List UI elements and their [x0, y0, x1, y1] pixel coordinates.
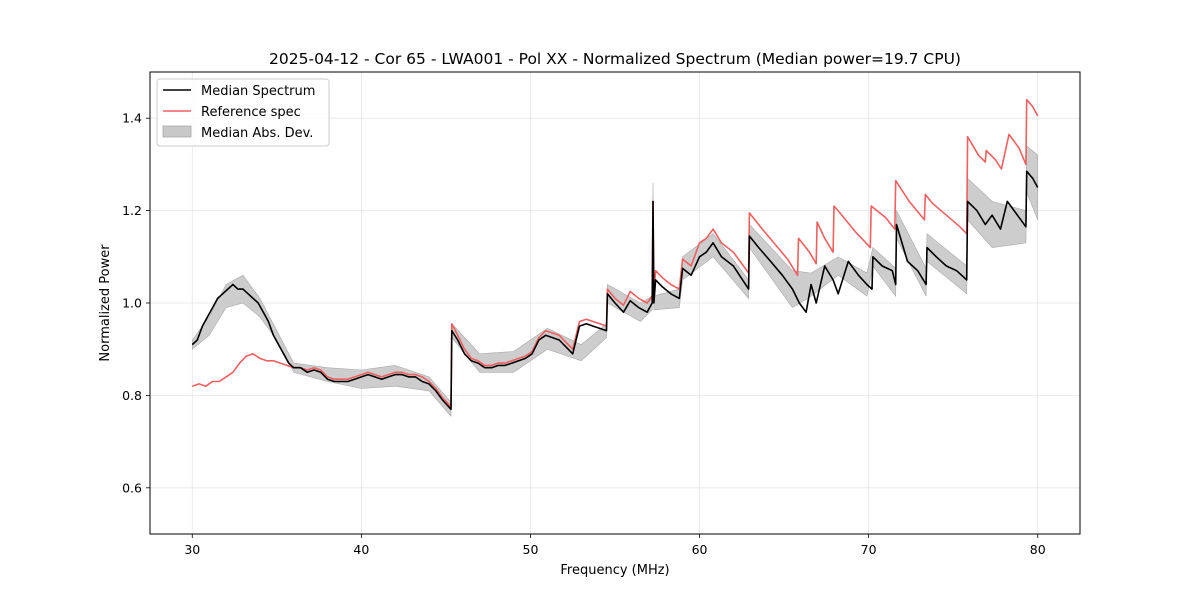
x-axis-label: Frequency (MHz)	[560, 563, 669, 578]
y-tick-label: 1.2	[122, 203, 142, 218]
legend: Median Spectrum Reference spec Median Ab…	[156, 78, 330, 147]
chart-title: 2025-04-12 - Cor 65 - LWA001 - Pol XX - …	[269, 50, 961, 68]
x-tick-label: 30	[184, 542, 200, 557]
x-tick-label: 80	[1030, 542, 1046, 557]
y-tick-label: 1.4	[122, 111, 142, 126]
series-reference-spec	[192, 98, 1039, 408]
legend-box	[156, 78, 330, 147]
plot-area	[191, 98, 1039, 417]
y-tick-label: 0.8	[122, 388, 142, 403]
legend-label-reference: Reference spec	[201, 105, 301, 120]
legend-swatch-mad	[162, 125, 192, 138]
ticks: 30 40 50 60 70 80 0.6 0.8 1.0 1.2 1.4	[122, 111, 1046, 557]
x-tick-label: 70	[861, 542, 877, 557]
x-tick-label: 60	[692, 542, 708, 557]
x-tick-label: 40	[353, 542, 369, 557]
series-mad-band	[192, 145, 1038, 417]
y-tick-label: 0.6	[122, 480, 142, 495]
legend-label-median: Median Spectrum	[201, 84, 315, 99]
y-tick-label: 1.0	[122, 296, 142, 311]
y-axis-label: Normalized Power	[98, 244, 113, 362]
series-median-spectrum	[191, 170, 1039, 411]
x-tick-label: 50	[523, 542, 539, 557]
legend-label-mad: Median Abs. Dev.	[201, 126, 313, 141]
